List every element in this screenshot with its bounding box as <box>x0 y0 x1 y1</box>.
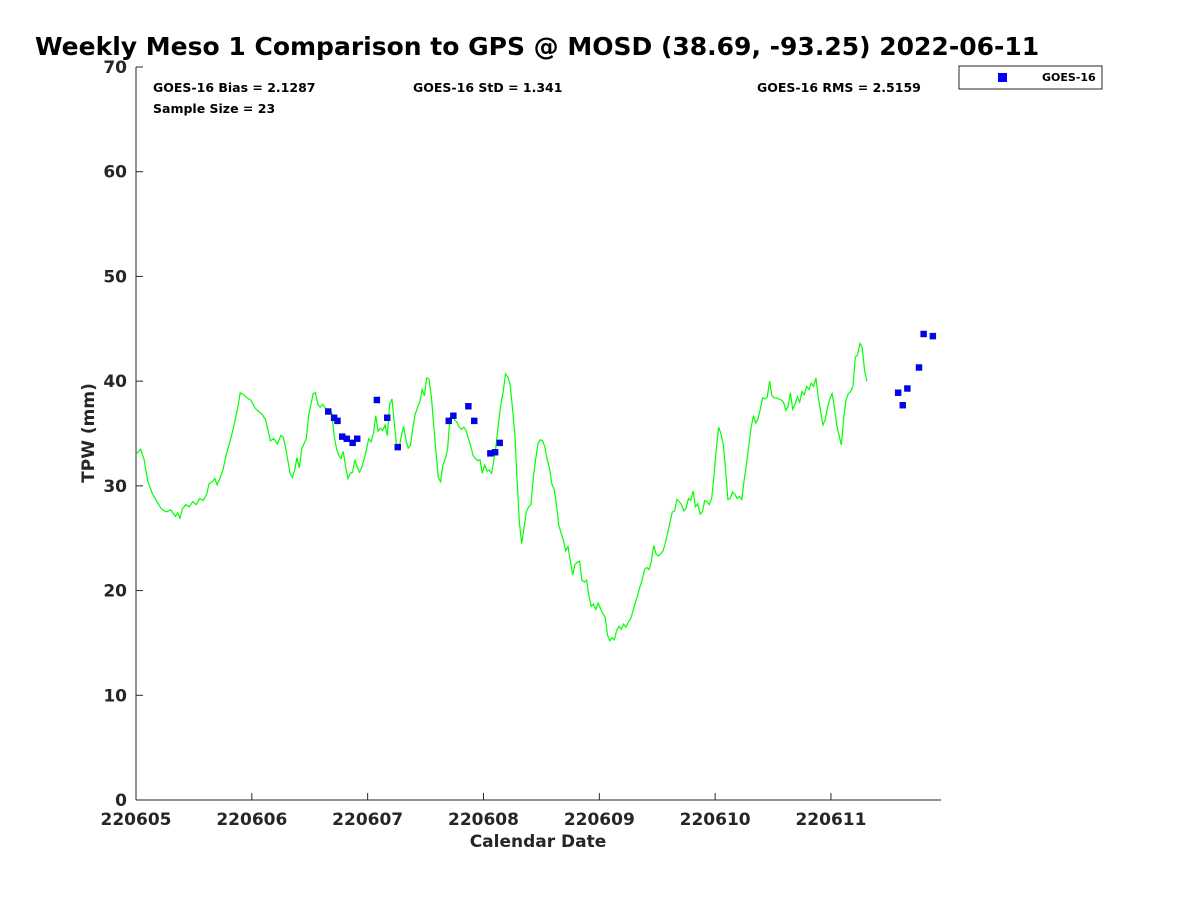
series-scatter-group <box>325 330 937 457</box>
scatter-point-goes16 <box>920 330 927 338</box>
scatter-point-goes16 <box>904 385 911 392</box>
scatter-point-goes16 <box>496 439 503 447</box>
y-tick-label: 70 <box>103 58 127 78</box>
scatter-point-goes16 <box>465 403 472 410</box>
series-line-group <box>135 341 868 643</box>
scatter-point-goes16 <box>349 439 356 447</box>
y-tick-label: 20 <box>103 582 127 602</box>
scatter-point-goes16 <box>325 408 332 415</box>
x-ticks: 220605 220606 220607 220608 220609 220610 2206… <box>101 793 866 830</box>
scatter-point-goes16 <box>394 443 401 451</box>
y-tick-label: 30 <box>103 477 127 497</box>
series-line-gps <box>135 341 868 643</box>
scatter-point-goes16 <box>471 417 478 425</box>
legend-label-goes16: GOES-16 <box>1042 71 1096 84</box>
x-tick-label: 220605 <box>101 810 172 830</box>
stat-sample-size: Sample Size = 23 <box>153 101 275 116</box>
scatter-point-goes16 <box>894 389 902 396</box>
y-tick-label: 0 <box>115 791 127 811</box>
stat-std: GOES-16 StD = 1.341 <box>413 80 562 95</box>
legend-box <box>958 65 1103 90</box>
y-axis-label: TPW (mm) <box>79 383 99 483</box>
scatter-point-goes16 <box>899 402 906 409</box>
y-tick-label: 10 <box>103 686 127 706</box>
plot-area: 0 10 20 30 40 50 60 70 220605 220606 220607 220608… <box>101 58 941 830</box>
x-tick-label: 220608 <box>448 810 519 830</box>
y-ticks: 0 10 20 30 40 50 60 70 <box>103 58 143 811</box>
x-tick-label: 220611 <box>795 810 866 830</box>
y-tick-label: 50 <box>103 267 127 287</box>
y-tick-label: 40 <box>103 372 127 392</box>
x-tick-label: 220607 <box>332 810 403 830</box>
x-axis-label: Calendar Date <box>470 832 607 852</box>
x-tick-label: 220609 <box>564 810 635 830</box>
x-tick-label: 220610 <box>680 810 751 830</box>
legend-marker-goes16 <box>998 73 1007 82</box>
scatter-point-goes16 <box>445 417 452 425</box>
scatter-point-goes16 <box>929 332 937 340</box>
scatter-point-goes16 <box>450 412 457 419</box>
stat-rms: GOES-16 RMS = 2.5159 <box>757 80 921 95</box>
scatter-point-goes16 <box>334 417 341 425</box>
scatter-point-goes16 <box>491 449 499 456</box>
y-tick-label: 60 <box>103 163 127 183</box>
scatter-point-goes16 <box>354 435 361 442</box>
scatter-point-goes16 <box>915 364 923 371</box>
scatter-point-goes16 <box>373 396 381 404</box>
chart-title: Weekly Meso 1 Comparison to GPS @ MOSD (… <box>35 32 1039 61</box>
scatter-point-goes16 <box>343 435 350 442</box>
scatter-point-goes16 <box>384 414 391 421</box>
legend: GOES-16 <box>958 65 1103 90</box>
x-tick-label: 220606 <box>216 810 287 830</box>
stat-bias: GOES-16 Bias = 2.1287 <box>153 80 315 95</box>
